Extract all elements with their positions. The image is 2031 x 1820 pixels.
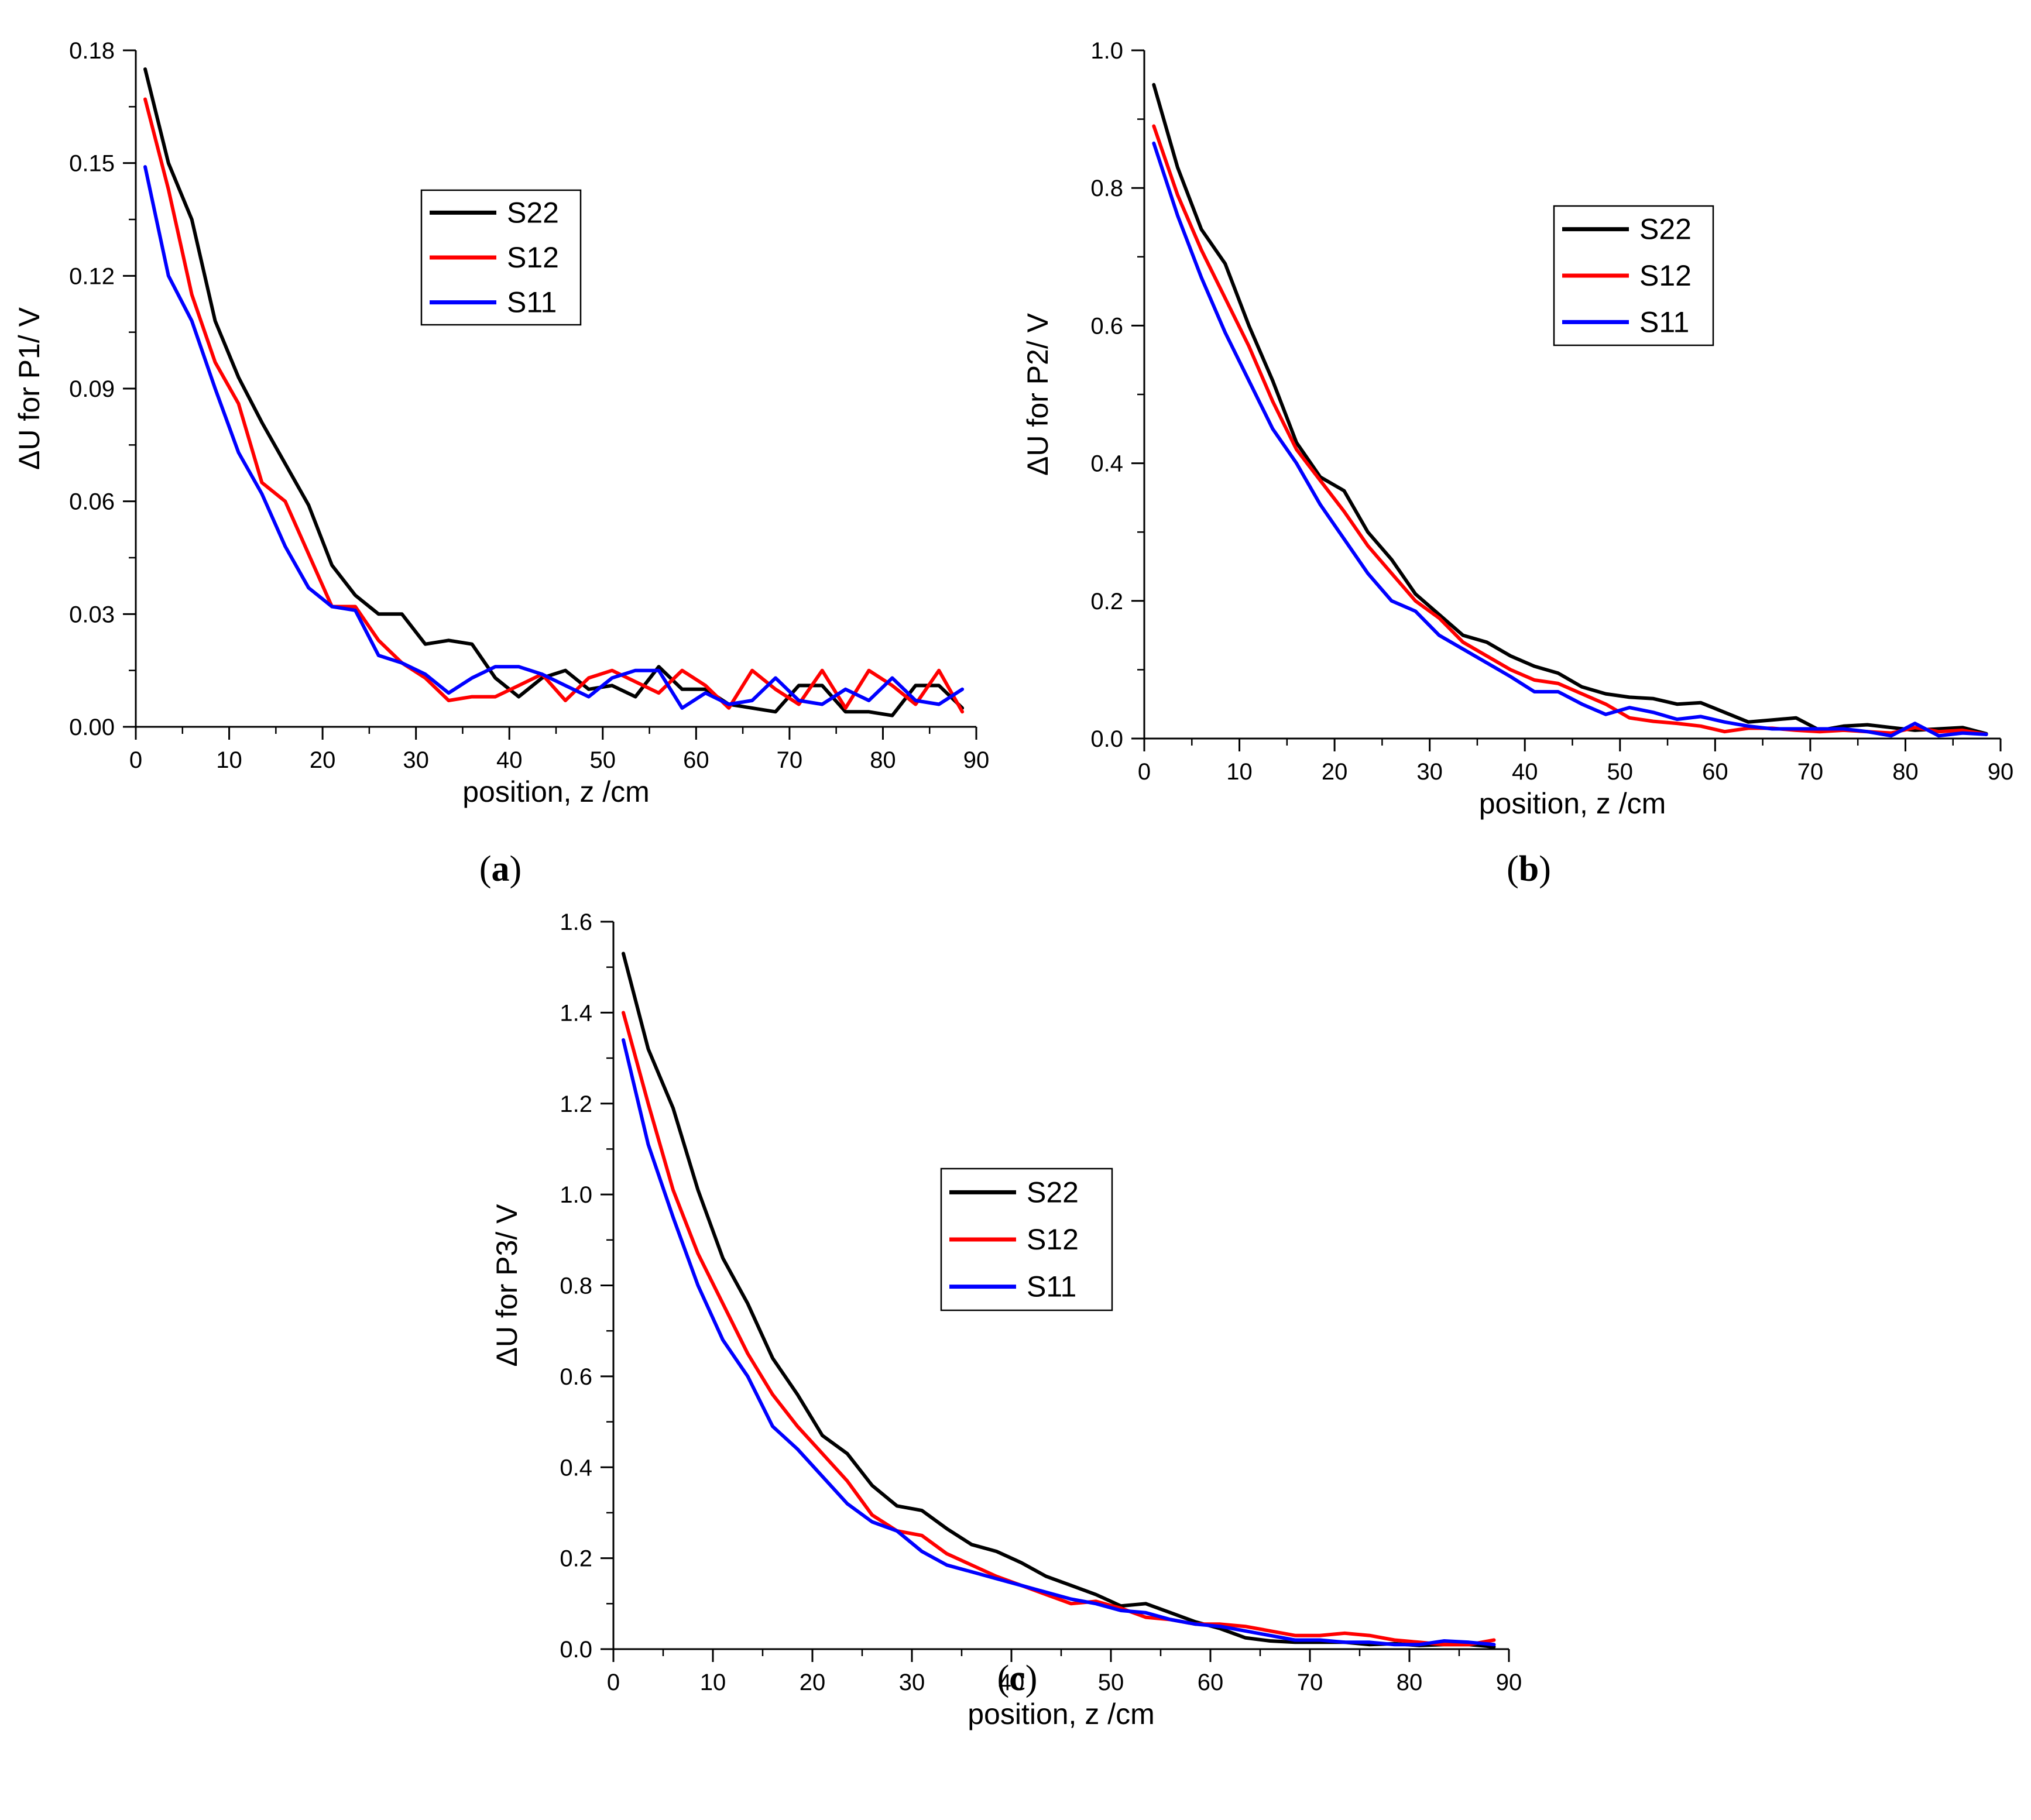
chart-panel-a: 0 10 20 30 40 50 60 70 80 90 0.00 0.03 0.06 0.09 0.12 0… [13, 38, 989, 889]
legend-label-s11: S11 [507, 286, 557, 319]
x-tick-label: 50 [590, 747, 616, 773]
x-tick-label: 50 [1098, 1670, 1124, 1695]
x-tick-label: 80 [1892, 759, 1919, 785]
legend: S22 S12 S11 [1553, 205, 1714, 346]
x-axis-title: position, z /cm [1479, 787, 1666, 820]
x-axis-title: position, z /cm [968, 1698, 1155, 1730]
x-tick-label: 90 [1988, 759, 2014, 785]
series-line-s11 [622, 1038, 1496, 1647]
y-tick-label: 1.2 [560, 1091, 592, 1117]
x-axis-title: position, z /cm [462, 775, 650, 808]
y-tick-label: 0.06 [69, 489, 115, 515]
x-tick-label: 80 [1397, 1670, 1423, 1695]
panel-caption: (c) [997, 1658, 1038, 1698]
x-tick-label: 70 [1797, 759, 1824, 785]
chart-panel-b: 0 10 20 30 40 50 60 70 80 90 0.0 0.2 0.4 0.6 0.8 1.0 pos… [1021, 38, 2013, 889]
x-tick-label: 30 [1416, 759, 1443, 785]
y-tick-label: 1.0 [1090, 38, 1123, 64]
panel-caption-letter: c [1009, 1658, 1025, 1698]
legend-label-s11: S11 [1027, 1270, 1076, 1303]
x-tick-label: 20 [800, 1670, 826, 1695]
y-axis-title: ΔU for P1/ V [13, 307, 46, 470]
series-line-s22 [143, 67, 965, 717]
y-tick-label: 0.4 [560, 1455, 592, 1481]
x-tick-label: 10 [700, 1670, 726, 1695]
panel-caption: (a) [479, 849, 522, 889]
panel-caption-letter: b [1519, 849, 1539, 889]
x-tick-label: 10 [1226, 759, 1253, 785]
x-tick-label: 40 [1512, 759, 1538, 785]
y-tick-label: 0.4 [1090, 451, 1123, 477]
y-tick-label: 0.0 [560, 1637, 592, 1663]
y-tick-label: 0.03 [69, 602, 115, 627]
y-tick-label: 0.2 [560, 1546, 592, 1572]
legend-label-s22: S22 [1027, 1176, 1079, 1208]
y-tick-label: 0.6 [560, 1364, 592, 1390]
y-tick-label: 0.0 [1090, 726, 1123, 752]
legend: S22 S12 S11 [420, 189, 582, 326]
x-tick-label: 60 [1198, 1670, 1224, 1695]
x-tick-label: 60 [1702, 759, 1728, 785]
y-tick-label: 1.4 [560, 1000, 592, 1026]
legend-label-s22: S22 [507, 196, 559, 229]
x-tick-label: 70 [1297, 1670, 1323, 1695]
y-axis-title: ΔU for P2/ V [1021, 313, 1054, 476]
y-tick-label: 0.09 [69, 376, 115, 402]
y-tick-label: 0.12 [69, 263, 115, 289]
panel-caption: (b) [1507, 849, 1551, 889]
series-line-s12 [622, 1011, 1496, 1647]
x-tick-label: 60 [683, 747, 709, 773]
legend-label-s11: S11 [1639, 305, 1689, 338]
y-tick-label: 0.6 [1090, 313, 1123, 339]
y-tick-label: 0.2 [1090, 589, 1123, 614]
x-tick-label: 0 [607, 1670, 620, 1695]
y-tick-label: 1.0 [560, 1182, 592, 1208]
y-tick-label: 0.8 [1090, 176, 1123, 201]
y-tick-label: 0.18 [69, 38, 115, 64]
x-tick-label: 20 [310, 747, 336, 773]
x-tick-label: 0 [1138, 759, 1151, 785]
y-tick-label: 0.00 [69, 715, 115, 740]
x-tick-label: 30 [403, 747, 429, 773]
x-tick-label: 50 [1607, 759, 1634, 785]
series-line-s11 [143, 165, 965, 710]
x-tick-label: 90 [963, 747, 990, 773]
x-tick-label: 0 [129, 747, 142, 773]
x-tick-label: 20 [1322, 759, 1348, 785]
legend-label-s12: S12 [507, 241, 559, 274]
x-tick-label: 70 [777, 747, 803, 773]
legend-label-s12: S12 [1639, 259, 1692, 292]
x-tick-label: 40 [496, 747, 523, 773]
x-tick-label: 90 [1496, 1670, 1522, 1695]
series-line-s12 [143, 97, 965, 714]
y-tick-label: 0.15 [69, 151, 115, 177]
series-line-s11 [1152, 141, 1988, 738]
y-tick-label: 1.6 [560, 909, 592, 935]
x-tick-label: 30 [899, 1670, 925, 1695]
panel-caption-letter: a [492, 849, 510, 889]
series-line-s22 [1152, 83, 1988, 736]
x-tick-label: 80 [870, 747, 896, 773]
y-axis-title: ΔU for P3/ V [490, 1204, 523, 1367]
legend-label-s12: S12 [1027, 1223, 1079, 1256]
x-tick-label: 40 [999, 1670, 1025, 1695]
x-tick-label: 10 [216, 747, 242, 773]
legend-label-s22: S22 [1639, 213, 1692, 246]
y-tick-label: 0.8 [560, 1273, 592, 1299]
legend: S22 S12 S11 [940, 1167, 1113, 1311]
chart-panel-c: 0 10 20 30 40 50 60 70 80 90 0.0 0.2 0.4 0.6 0.8 1.0 1.2… [490, 909, 1522, 1730]
